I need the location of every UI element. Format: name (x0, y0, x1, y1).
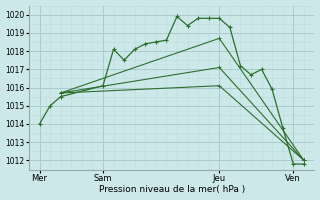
X-axis label: Pression niveau de la mer( hPa ): Pression niveau de la mer( hPa ) (99, 185, 245, 194)
